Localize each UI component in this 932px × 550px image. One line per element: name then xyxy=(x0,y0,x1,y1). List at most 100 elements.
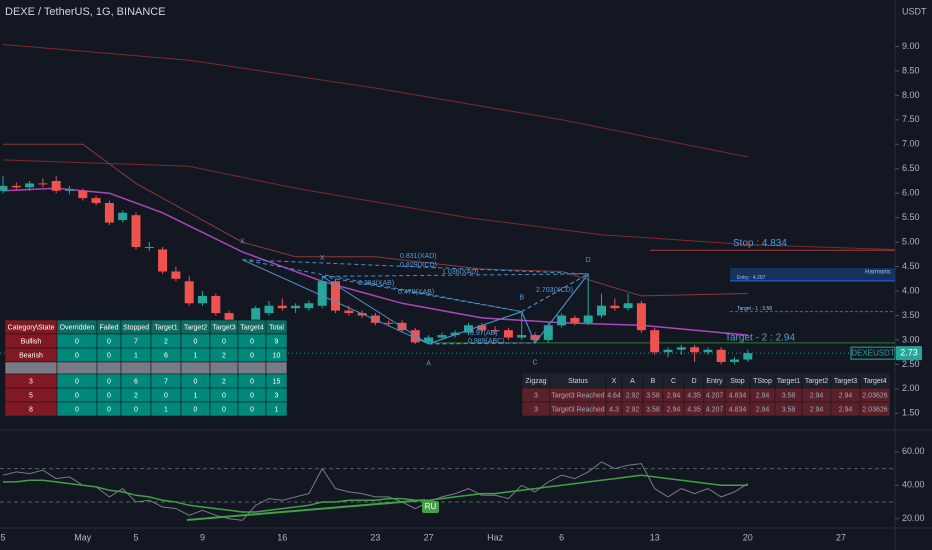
table-text: 0 xyxy=(250,378,254,385)
table-text: Target3 Reached xyxy=(551,392,604,399)
table-text: Target2 xyxy=(184,324,207,331)
table-text: Target1 xyxy=(777,378,800,385)
table-text: 4.35 xyxy=(687,392,701,399)
candle-body xyxy=(543,325,553,340)
table-text: 2 xyxy=(164,338,168,345)
x-tick-label: 6 xyxy=(559,532,564,542)
table-text: 0 xyxy=(75,392,79,399)
table-text: 2.94 xyxy=(667,392,681,399)
table-text: 3 xyxy=(534,392,538,399)
table-cell xyxy=(120,361,152,375)
table-text: 0 xyxy=(164,392,168,399)
candle-body xyxy=(91,198,101,203)
table-cell xyxy=(96,361,122,375)
table-text: 1 xyxy=(164,406,168,413)
price-tag-box xyxy=(850,346,896,360)
annotation: RU xyxy=(425,502,437,511)
y-tick-label: 3.50 xyxy=(902,310,920,320)
x-tick-label: 9 xyxy=(200,532,205,542)
table-text: 2.94 xyxy=(667,406,681,413)
table-text: 0 xyxy=(222,338,226,345)
y-tick-label: 7.50 xyxy=(902,114,920,124)
table-text: Target4 xyxy=(863,378,886,385)
price-tag-value: 2.73 xyxy=(900,348,918,358)
table-text: Entry xyxy=(706,378,723,385)
candle-body xyxy=(104,202,114,223)
table-text: 0 xyxy=(107,352,111,359)
candle-body xyxy=(251,308,261,331)
table-text: 0 xyxy=(75,338,79,345)
table-text: 2.92 xyxy=(626,392,640,399)
table-text: Target2 xyxy=(805,378,828,385)
candle-body xyxy=(158,249,168,272)
x-tick-label: 13 xyxy=(650,532,660,542)
ratio-label: 0.989(ABC) xyxy=(468,338,505,345)
chart-title: DEXE / TetherUS, 1G, BINANCE xyxy=(5,6,166,18)
divergence-line xyxy=(186,499,426,521)
table-text: 3 xyxy=(534,406,538,413)
pattern-point-label: C xyxy=(532,360,537,367)
candle-body xyxy=(716,349,726,362)
level-label: Stop : 4.834 xyxy=(733,238,787,249)
table-text: Bearish xyxy=(19,352,43,359)
x-tick-label: 23 xyxy=(370,532,380,542)
y-tick-label: 20.00 xyxy=(902,513,925,523)
indicator-line xyxy=(2,159,895,250)
candle-body xyxy=(623,303,633,309)
y-tick-label: 9.00 xyxy=(902,41,920,51)
table-cell xyxy=(265,361,288,375)
table-cell xyxy=(265,401,288,417)
pattern-point-label: X xyxy=(240,239,245,246)
harmonic-zone xyxy=(730,268,895,281)
candle-body xyxy=(636,303,646,331)
table-text: 0 xyxy=(75,406,79,413)
pattern-point-label: A xyxy=(426,361,431,368)
price-tag-name: DEXEUSDT xyxy=(851,348,895,357)
table-text: 2.94 xyxy=(810,406,824,413)
y-tick-label: 5.50 xyxy=(902,212,920,222)
candle-body xyxy=(503,330,513,338)
table-text: 0 xyxy=(75,352,79,359)
candle-body xyxy=(131,215,141,248)
table-text: 3 xyxy=(275,392,279,399)
y-tick-label: 8.00 xyxy=(902,90,920,100)
pattern-point-label: B xyxy=(519,294,524,301)
table-text: 3.58 xyxy=(646,392,660,399)
x-tick-label: 16 xyxy=(277,532,287,542)
pattern-point-label: D xyxy=(586,257,591,264)
table-text: Zigzag xyxy=(525,378,546,385)
table-text: 0 xyxy=(194,338,198,345)
table-text: 0 xyxy=(250,392,254,399)
pattern-ratio-line xyxy=(322,275,522,313)
ratio-label: 2.703(XCD) xyxy=(536,287,573,294)
candle-body xyxy=(171,271,181,279)
table-text: 2.94 xyxy=(839,392,853,399)
table-text: 1 xyxy=(134,352,138,359)
candle-body xyxy=(703,349,713,353)
candle-body xyxy=(583,315,593,323)
x-tick-label: 27 xyxy=(424,532,434,542)
table-text: Target3 xyxy=(834,378,857,385)
candle-body xyxy=(676,347,686,350)
table-text: 3.58 xyxy=(782,392,796,399)
table-text: 1 xyxy=(194,392,198,399)
table-cell xyxy=(237,361,267,375)
candle-body xyxy=(198,295,207,304)
table-cell xyxy=(859,401,891,417)
table-text: 4.35 xyxy=(687,406,701,413)
ratio-label: 0.478(XAB) xyxy=(398,289,434,296)
ratio-label: 0.97(AB) xyxy=(470,330,498,337)
table-text: Category\State xyxy=(8,324,55,331)
candle-body xyxy=(291,305,301,309)
table-text: 0 xyxy=(134,406,138,413)
pattern-ratio-line xyxy=(428,342,536,345)
table-text: Stop xyxy=(730,378,745,385)
table-text: C xyxy=(671,378,676,385)
candle-body xyxy=(743,353,753,360)
candle-body xyxy=(610,305,620,309)
table-text: Total xyxy=(269,324,284,331)
candle-body xyxy=(370,315,380,323)
candle-body xyxy=(490,330,500,332)
table-text: 3 xyxy=(29,378,33,385)
